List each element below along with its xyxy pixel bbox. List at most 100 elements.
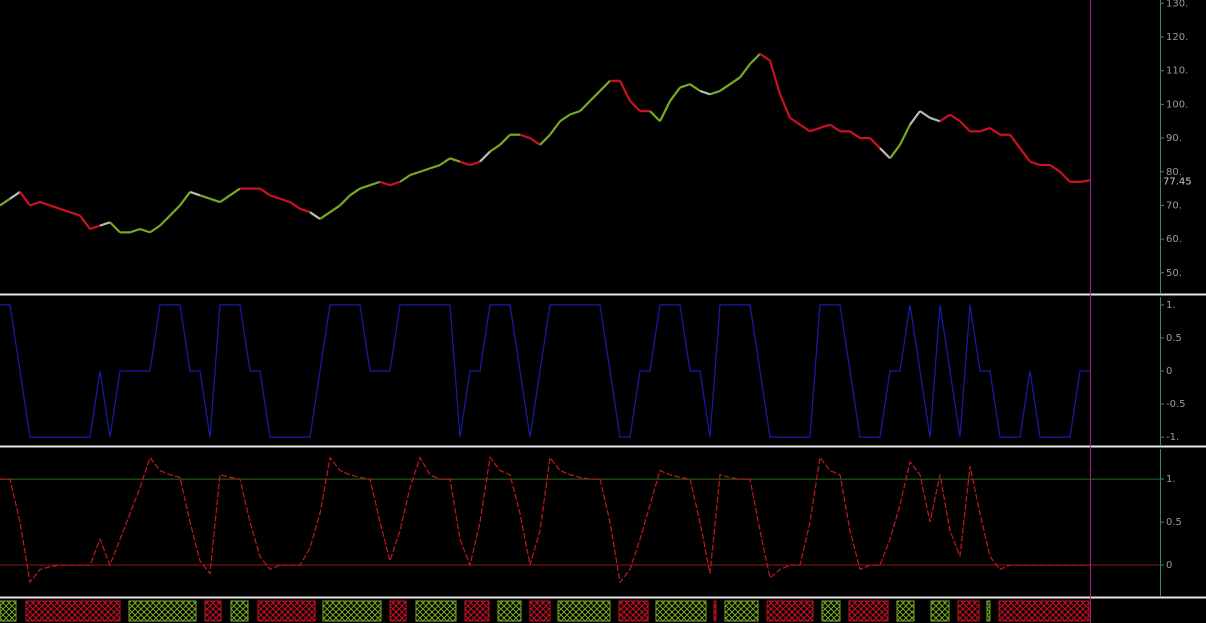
price-segment bbox=[169, 204, 181, 217]
regime-block bbox=[998, 600, 1090, 622]
price-segment bbox=[449, 157, 461, 163]
price-segment bbox=[629, 100, 641, 112]
price-segment bbox=[479, 150, 491, 163]
indicator-line bbox=[0, 304, 1090, 438]
price-segment bbox=[69, 211, 81, 217]
price-segment bbox=[778, 93, 792, 119]
price-segment bbox=[179, 191, 191, 207]
regime-block bbox=[821, 600, 841, 622]
price-segment bbox=[1079, 179, 1091, 183]
regime-block bbox=[848, 600, 889, 622]
regime-block bbox=[464, 600, 490, 622]
price-segment bbox=[729, 76, 741, 86]
price-segment bbox=[529, 137, 541, 146]
price-segment bbox=[0, 197, 11, 207]
price-segment bbox=[219, 194, 231, 203]
price-segment bbox=[789, 116, 801, 126]
price-segment bbox=[229, 187, 241, 197]
regime-block bbox=[204, 600, 222, 622]
y-tick-label: 1. bbox=[1166, 474, 1176, 485]
price-segment bbox=[399, 174, 411, 183]
regime-block bbox=[557, 600, 611, 622]
price-segment bbox=[659, 100, 671, 122]
price-segment bbox=[599, 80, 611, 92]
y-tick-label: 1. bbox=[1166, 300, 1176, 311]
price-segment bbox=[889, 144, 901, 159]
y-tick-label: 50. bbox=[1166, 268, 1182, 279]
price-segment bbox=[559, 113, 571, 123]
y-tick-label: 120. bbox=[1166, 32, 1188, 43]
price-segment bbox=[519, 133, 531, 140]
price-segment bbox=[359, 184, 371, 190]
y-tick-label: 0 bbox=[1166, 560, 1172, 571]
regime-block bbox=[529, 600, 551, 622]
price-segment bbox=[209, 197, 221, 204]
price-segment bbox=[689, 83, 701, 92]
price-segment bbox=[299, 207, 311, 214]
regime-block bbox=[896, 600, 915, 622]
price-segment bbox=[489, 143, 501, 153]
price-segment bbox=[99, 221, 111, 227]
regime-block bbox=[415, 600, 457, 622]
price-segment bbox=[759, 52, 771, 62]
regime-block bbox=[0, 600, 17, 622]
price-segment bbox=[619, 80, 631, 102]
last-price-label: 77.45 bbox=[1163, 176, 1192, 187]
price-segment bbox=[59, 207, 71, 214]
price-segment bbox=[649, 110, 661, 123]
price-segment bbox=[439, 157, 451, 166]
price-segment bbox=[149, 224, 161, 234]
regime-block bbox=[257, 600, 316, 622]
price-segment bbox=[79, 214, 91, 230]
price-segment bbox=[129, 227, 141, 234]
regime-block bbox=[128, 600, 197, 622]
price-segment bbox=[768, 60, 782, 95]
price-segment bbox=[549, 120, 561, 136]
price-segment bbox=[909, 110, 921, 126]
price-segment bbox=[849, 130, 861, 139]
price-segment bbox=[499, 133, 511, 146]
regime-block bbox=[655, 600, 707, 622]
price-segment bbox=[929, 116, 941, 123]
y-tick-label: 70. bbox=[1166, 200, 1182, 211]
price-segment bbox=[259, 187, 271, 197]
price-segment bbox=[709, 89, 721, 96]
regime-block bbox=[322, 600, 382, 622]
price-segment bbox=[109, 221, 121, 234]
y-tick-label: -1. bbox=[1166, 432, 1179, 443]
price-segment bbox=[139, 227, 151, 234]
price-segment bbox=[339, 194, 351, 207]
price-segment bbox=[1029, 160, 1041, 167]
regime-block bbox=[618, 600, 649, 622]
price-segment bbox=[29, 201, 41, 207]
regime-block bbox=[389, 600, 407, 622]
price-segment bbox=[289, 201, 301, 210]
price-segment bbox=[979, 126, 991, 133]
y-tick-label: -0.5 bbox=[1166, 399, 1186, 410]
price-segment bbox=[379, 180, 391, 187]
price-segment bbox=[679, 83, 691, 89]
price-segment bbox=[1019, 147, 1031, 163]
price-segment bbox=[319, 211, 331, 220]
price-segment bbox=[869, 137, 881, 149]
price-segment bbox=[959, 120, 971, 133]
price-segment bbox=[579, 100, 591, 112]
price-segment bbox=[89, 224, 101, 231]
price-segment bbox=[279, 197, 291, 204]
price-segment bbox=[899, 124, 911, 146]
regime-block bbox=[766, 600, 814, 622]
y-tick-label: 0 bbox=[1166, 366, 1172, 377]
price-segment bbox=[1049, 164, 1061, 173]
price-segment bbox=[989, 127, 1001, 136]
price-segment bbox=[1059, 170, 1071, 183]
regime-block bbox=[986, 600, 991, 622]
y-tick-label: 0.5 bbox=[1166, 333, 1182, 344]
price-segment bbox=[919, 110, 931, 119]
price-segment bbox=[159, 214, 171, 227]
price-segment bbox=[459, 160, 471, 167]
price-segment bbox=[699, 89, 711, 96]
price-segment bbox=[799, 123, 811, 133]
y-tick-label: 90. bbox=[1166, 133, 1182, 144]
